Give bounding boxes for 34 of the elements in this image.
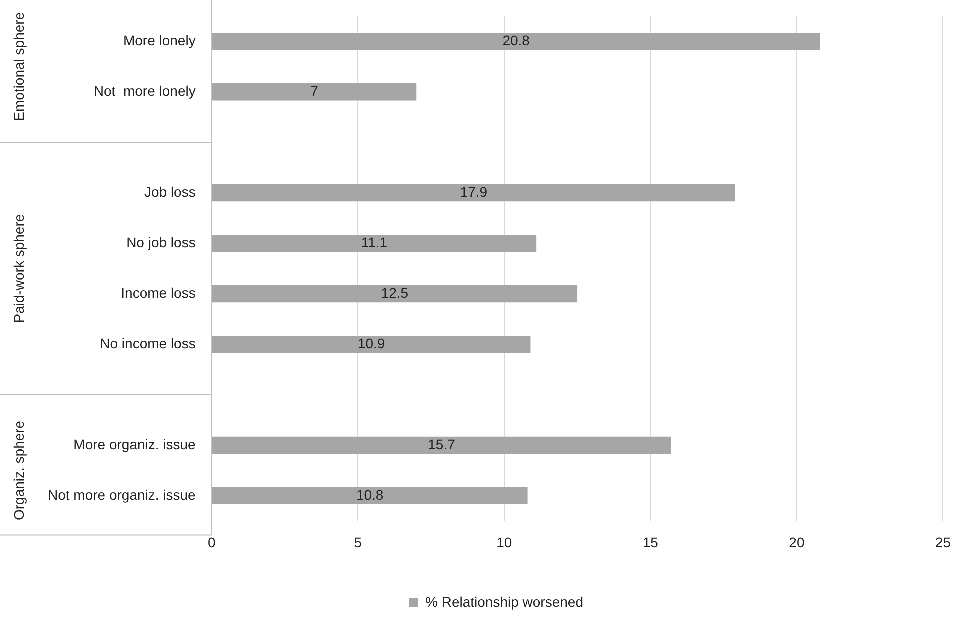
data-label: 20.8 [502,32,530,48]
y-tick-label: Not more organiz. issue [48,486,196,503]
text: Emotional sphere [10,12,27,122]
y-tick-label: No job loss [126,234,196,250]
bar [212,487,528,505]
legend-label: % Relationship worsened [426,594,584,610]
x-tick-label: 5 [354,534,362,550]
y-tick-label: Job loss [144,184,196,200]
x-tick-label: 0 [208,534,216,550]
bar [212,184,736,202]
data-label: 7 [310,82,319,99]
y-tick-label: More organiz. issue [74,436,196,452]
data-label: 10.9 [358,335,386,352]
bar [212,33,820,50]
text: Paid-work sphere [10,214,27,324]
x-tick-label: 15 [642,534,659,550]
x-tick-label: 20 [789,534,805,550]
data-label: 17.9 [460,184,488,200]
bar [212,285,578,303]
bar [212,336,531,354]
x-tick-label: 25 [935,534,952,550]
data-label: 15.7 [428,436,456,452]
data-label: 12.5 [381,284,409,301]
y-tick-label: Income loss [121,284,196,301]
data-label: 10.8 [356,486,384,503]
text: Organiz. sphere [10,420,27,521]
data-label: 11.1 [361,234,388,250]
bar [212,234,537,252]
y-tick-label: Not more lonely [94,82,196,99]
x-tick-label: 10 [496,534,512,550]
y-tick-label: No income loss [100,335,196,352]
bar [212,436,672,454]
y-tick-label: More lonely [123,32,196,48]
bar [212,84,417,101]
